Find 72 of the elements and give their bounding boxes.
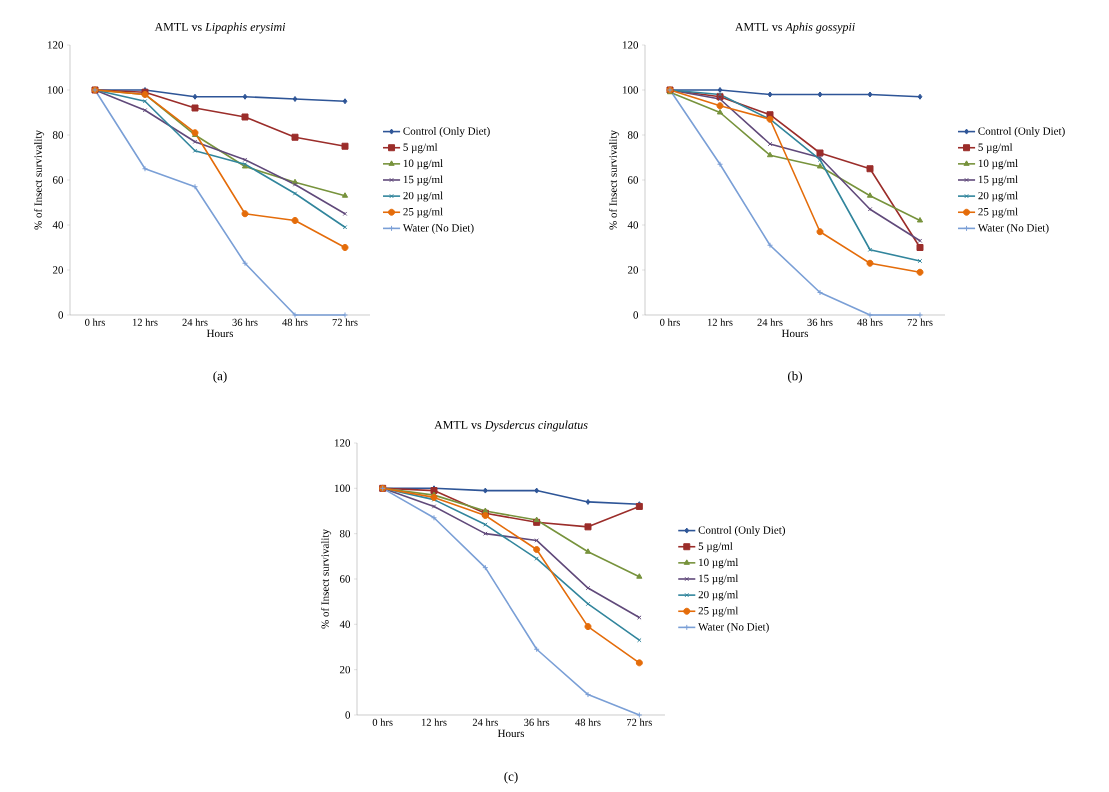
y-tick-label: 60 [627, 176, 639, 184]
legend-label: 5 µg/ml [978, 143, 1013, 154]
text: (a) [213, 371, 227, 383]
x-tick-label: 72 hrs [627, 718, 652, 726]
legend-label: 15 µg/ml [978, 175, 1018, 186]
y-tick-label: 40 [627, 221, 639, 229]
chart-title: AMTL vs Lipaphis erysimi [154, 22, 286, 34]
legend-label: 25 µg/ml [978, 207, 1018, 218]
legend-label: 10 µg/ml [699, 558, 739, 569]
y-tick-label: 100 [334, 484, 351, 493]
legend-label: 25 µg/ml [698, 606, 739, 617]
x-tick-label: 0 hrs [85, 318, 105, 326]
legend-label: 20 µg/ml [978, 191, 1018, 202]
y-axis-title: % of Insect survivality [33, 130, 45, 230]
x-tick-label: 72 hrs [907, 318, 933, 326]
x-tick-label: 24 hrs [757, 318, 783, 326]
x-tick-label: 12 hrs [421, 718, 447, 726]
legend-label: 5 µg/ml [403, 143, 438, 154]
legend-label: 20 µg/ml [698, 590, 739, 601]
y-tick-label: 120 [334, 439, 351, 447]
y-tick-label: 60 [339, 575, 351, 583]
y-tick-label: 60 [52, 176, 64, 184]
y-tick-label: 0 [633, 311, 639, 319]
x-tick-label: 36 hrs [524, 718, 550, 726]
y-tick-label: 120 [622, 41, 639, 49]
legend-label: 10 µg/ml [403, 159, 443, 170]
x-axis-title: Hours [497, 729, 525, 738]
legend-label: Control (Only Diet) [698, 526, 785, 537]
x-tick-label: 0 hrs [372, 718, 393, 726]
y-axis-title: % of Insect survivality [320, 529, 332, 629]
y-tick-label: 20 [52, 266, 64, 274]
legend-label: Water (No Diet) [977, 223, 1049, 234]
x-tick-label: 12 hrs [132, 318, 158, 326]
text: (b) [787, 371, 803, 383]
text: (c) [504, 771, 518, 784]
y-axis-title: % of Insect survivality [608, 130, 620, 230]
y-tick-label: 40 [339, 620, 351, 629]
legend-label: 15 µg/ml [699, 574, 739, 585]
y-tick-label: 20 [339, 665, 351, 674]
y-tick-label: 20 [627, 266, 639, 274]
legend-label: 15 µg/ml [403, 175, 443, 186]
x-tick-label: 24 hrs [472, 718, 498, 726]
x-axis-title: Hours [781, 329, 809, 338]
chart-title: AMTL vs Dysdercus cingulatus [434, 420, 588, 432]
x-tick-label: 72 hrs [332, 318, 358, 326]
legend-label: Control (Only Diet) [978, 127, 1065, 138]
x-tick-label: 48 hrs [282, 318, 308, 326]
x-tick-label: 48 hrs [575, 718, 601, 726]
y-tick-label: 120 [47, 41, 64, 49]
y-tick-label: 80 [627, 131, 639, 139]
y-tick-label: 40 [52, 221, 64, 229]
x-tick-label: 12 hrs [707, 318, 733, 326]
x-tick-label: 36 hrs [807, 318, 833, 326]
x-axis-title: Hours [206, 329, 234, 338]
x-tick-label: 36 hrs [232, 318, 258, 326]
y-tick-label: 80 [339, 529, 351, 538]
legend-label: Water (No Diet) [698, 622, 769, 633]
y-tick-label: 80 [52, 131, 64, 139]
y-tick-label: 100 [622, 86, 639, 94]
y-tick-label: 0 [345, 711, 351, 719]
legend-label: 10 µg/ml [978, 159, 1018, 170]
chart-title: AMTL vs Aphis gossypii [734, 22, 855, 34]
legend-label: Control (Only Diet) [403, 127, 490, 138]
x-tick-label: 48 hrs [857, 318, 883, 326]
legend-label: 20 µg/ml [403, 191, 443, 202]
legend-label: 5 µg/ml [698, 542, 733, 553]
y-tick-label: 100 [47, 86, 64, 94]
x-tick-label: 0 hrs [660, 318, 680, 326]
legend-label: Water (No Diet) [402, 223, 474, 234]
x-tick-label: 24 hrs [182, 318, 208, 326]
legend-label: 25 µg/ml [403, 207, 443, 218]
y-tick-label: 0 [58, 311, 64, 319]
